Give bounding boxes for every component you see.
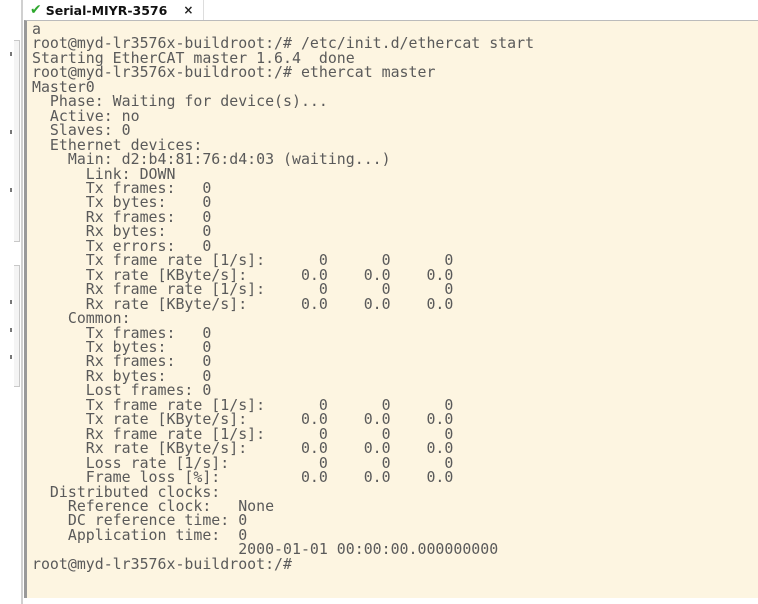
terminal-line: Link: DOWN [32, 164, 176, 183]
terminal-line: Rx frames: 0 [32, 352, 212, 371]
terminal-line: Distributed clocks: [32, 482, 221, 501]
panel-marker [10, 355, 12, 359]
check-icon: ✔ [30, 2, 42, 18]
terminal-line: Phase: Waiting for device(s)... [32, 92, 328, 111]
terminal-line: Active: no [32, 106, 140, 125]
terminal-line: Rx bytes: 0 [32, 222, 212, 241]
terminal-line: root@myd-lr3576x-buildroot:/# [32, 554, 292, 573]
tab-title: Serial-MIYR-3576 [45, 2, 168, 18]
terminal-line: Rx bytes: 0 [32, 366, 212, 385]
terminal-output[interactable]: a root@myd-lr3576x-buildroot:/# /etc/init… [27, 21, 758, 571]
terminal-line: Lost frames: 0 [32, 381, 212, 400]
terminal-line: Tx frames: 0 [32, 323, 212, 342]
terminal-line: Slaves: 0 [32, 121, 131, 140]
terminal-line: Master0 [32, 77, 95, 96]
terminal-line: Rx rate [KByte/s]: 0.0 0.0 0.0 [32, 439, 454, 458]
terminal-line: Tx errors: 0 [32, 236, 212, 255]
tab-serial-session[interactable]: ✔ Serial-MIYR-3576 × [24, 0, 205, 20]
terminal-line: Tx bytes: 0 [32, 193, 212, 212]
panel-marker [10, 52, 12, 56]
terminal-line: Rx frame rate [1/s]: 0 0 0 [32, 280, 454, 299]
terminal-line: Frame loss [%]: 0.0 0.0 0.0 [32, 468, 454, 487]
terminal-line: Rx frames: 0 [32, 207, 212, 226]
close-tab-icon[interactable]: × [183, 3, 194, 17]
terminal-line: Tx frames: 0 [32, 178, 212, 197]
panel-marker [10, 188, 12, 192]
terminal-window[interactable]: a root@myd-lr3576x-buildroot:/# /etc/init… [24, 20, 758, 598]
terminal-line: Starting EtherCAT master 1.6.4 done [32, 48, 355, 67]
terminal-line: Reference clock: None [32, 496, 275, 515]
terminal-line: DC reference time: 0 [32, 511, 248, 530]
terminal-line: Application time: 0 [32, 525, 248, 544]
terminal-line: Rx rate [KByte/s]: 0.0 0.0 0.0 [32, 294, 454, 313]
terminal-line: Rx frame rate [1/s]: 0 0 0 [32, 424, 454, 443]
panel-marker [10, 130, 12, 134]
terminal-line: Tx rate [KByte/s]: 0.0 0.0 0.0 [32, 410, 454, 429]
terminal-line: Tx frame rate [1/s]: 0 0 0 [32, 395, 454, 414]
terminal-line: Ethernet devices: [32, 135, 203, 154]
terminal-line: Tx frame rate [1/s]: 0 0 0 [32, 251, 454, 270]
terminal-line: Tx rate [KByte/s]: 0.0 0.0 0.0 [32, 265, 454, 284]
panel-marker [10, 300, 12, 304]
terminal-line: Common: [32, 309, 131, 328]
panel-marker [10, 328, 12, 332]
terminal-line: root@myd-lr3576x-buildroot:/# /etc/init.… [32, 34, 535, 53]
terminal-line: Main: d2:b4:81:76:d4:03 (waiting...) [32, 150, 391, 169]
terminal-line: root@myd-lr3576x-buildroot:/# ethercat m… [32, 63, 436, 82]
terminal-line: a [32, 20, 41, 38]
terminal-line: 2000-01-01 00:00:00.000000000 [32, 540, 499, 559]
panel-scroll-area-lower[interactable] [14, 265, 20, 387]
terminal-line: Tx bytes: 0 [32, 337, 212, 356]
terminal-line: Loss rate [1/s]: 0 0 0 [32, 453, 454, 472]
left-side-panel [0, 0, 20, 604]
panel-scroll-area[interactable] [14, 40, 20, 242]
pane-divider[interactable] [21, 0, 23, 604]
